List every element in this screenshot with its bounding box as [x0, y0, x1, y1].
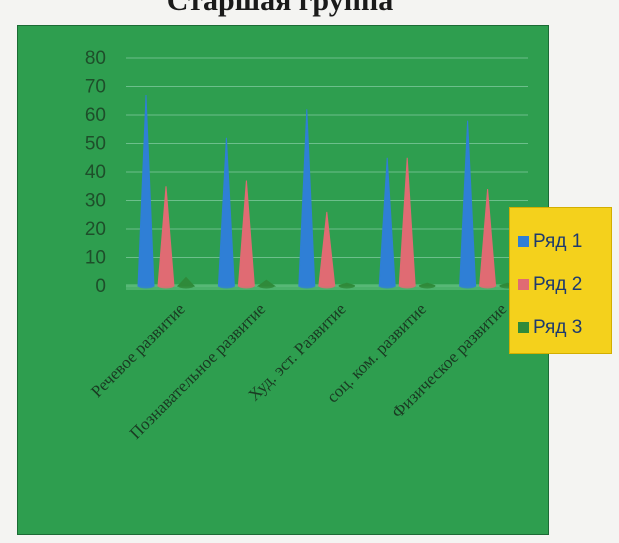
y-tick-label-0: 0 [95, 276, 106, 297]
bar-base-series-2-cat-1 [158, 283, 174, 289]
legend-swatch-series-2 [518, 279, 529, 290]
chart-title: Старшая группа [166, 0, 394, 17]
legend-label-series-1: Ряд 1 [533, 230, 583, 252]
y-tick-label-40: 40 [85, 162, 106, 183]
legend-label-series-2: Ряд 2 [533, 273, 583, 295]
bar-base-series-3-cat-2 [258, 283, 275, 289]
bar-base-series-1-cat-5 [459, 283, 476, 289]
bar-base-series-2-cat-3 [318, 283, 335, 289]
bar-base-series-1-cat-2 [218, 283, 235, 289]
bar-base-series-1-cat-3 [298, 283, 315, 289]
legend-swatch-series-1 [518, 236, 529, 247]
bar-base-series-1-cat-1 [138, 283, 154, 289]
bar-series-1-cat-4 [378, 157, 396, 287]
legend-label-series-3: Ряд 3 [533, 316, 583, 338]
legend-item-series-3: Ряд 3 [518, 306, 611, 349]
bar-series-2-cat-5 [479, 189, 497, 287]
chart-legend: Ряд 1 Ряд 2 Ряд 3 [509, 207, 612, 354]
y-tick-label-30: 30 [85, 191, 106, 212]
bar-base-series-3-cat-3 [338, 283, 355, 289]
y-tick-label-80: 80 [85, 48, 106, 69]
bar-series-1-cat-2 [217, 137, 235, 287]
bar-series-1-cat-5 [459, 120, 477, 287]
legend-item-series-1: Ряд 1 [518, 220, 611, 263]
bar-series-1-cat-3 [298, 109, 316, 287]
chart-area: 0 10 20 30 40 50 60 70 80 Речевое развитие Познава… [17, 25, 549, 535]
legend-item-series-2: Ряд 2 [518, 263, 611, 306]
y-tick-label-70: 70 [85, 77, 106, 98]
bar-base-series-3-cat-1 [178, 283, 194, 289]
x-tick-label-2: Познавательное развитие [126, 299, 269, 442]
bar-series-2-cat-1 [157, 186, 175, 287]
y-tick-label-10: 10 [85, 248, 106, 269]
bar-base-series-2-cat-2 [238, 283, 255, 289]
legend-swatch-series-3 [518, 322, 529, 333]
bar-base-series-3-cat-4 [419, 283, 436, 289]
bar-series-1-cat-1 [137, 95, 155, 287]
y-tick-label-60: 60 [85, 105, 106, 126]
bar-base-series-2-cat-4 [399, 283, 416, 289]
bar-base-series-2-cat-5 [479, 283, 496, 289]
bar-series-2-cat-4 [398, 157, 416, 287]
bar-series-2-cat-3 [318, 211, 336, 287]
bar-base-series-1-cat-4 [379, 283, 396, 289]
y-tick-label-50: 50 [85, 134, 106, 155]
bar-series-2-cat-2 [237, 180, 255, 287]
y-tick-label-20: 20 [85, 219, 106, 240]
